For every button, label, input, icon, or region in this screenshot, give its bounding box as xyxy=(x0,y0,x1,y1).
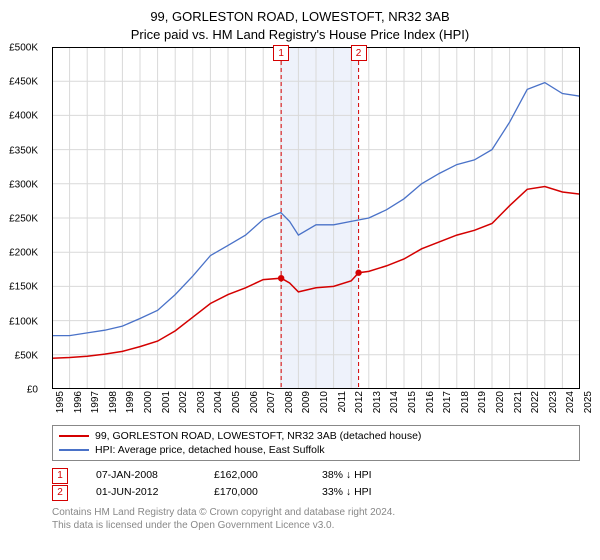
x-tick-label: 2007 xyxy=(266,391,277,413)
marker-badge-1: 1 xyxy=(52,468,68,484)
x-tick-label: 2006 xyxy=(249,391,260,413)
x-tick-label: 1997 xyxy=(90,391,101,413)
x-tick-label: 2002 xyxy=(178,391,189,413)
chart-marker-badge: 1 xyxy=(273,45,289,61)
chart-marker-badge: 2 xyxy=(351,45,367,61)
marker-row-2: 2 01-JUN-2012 £170,000 33% ↓ HPI xyxy=(52,484,580,501)
footnote-line1: Contains HM Land Registry data © Crown c… xyxy=(52,507,580,520)
footnote-line2: This data is licensed under the Open Gov… xyxy=(52,520,580,533)
x-tick-label: 2014 xyxy=(389,391,400,413)
marker-price-2: £170,000 xyxy=(214,484,294,501)
x-tick-label: 2016 xyxy=(425,391,436,413)
marker-badge-2: 2 xyxy=(52,485,68,501)
legend-swatch-hpi xyxy=(59,449,89,451)
y-tick-label: £50K xyxy=(15,350,38,361)
x-tick-label: 2024 xyxy=(565,391,576,413)
y-tick-label: £200K xyxy=(9,248,38,259)
title-block: 99, GORLESTON ROAD, LOWESTOFT, NR32 3AB … xyxy=(10,8,590,43)
marker-price-1: £162,000 xyxy=(214,467,294,484)
x-tick-label: 2020 xyxy=(495,391,506,413)
x-tick-label: 1996 xyxy=(73,391,84,413)
chart-svg xyxy=(52,47,580,389)
y-tick-label: £400K xyxy=(9,111,38,122)
legend-label-property: 99, GORLESTON ROAD, LOWESTOFT, NR32 3AB … xyxy=(95,429,421,443)
x-tick-label: 2009 xyxy=(301,391,312,413)
x-tick-label: 2008 xyxy=(284,391,295,413)
x-tick-label: 1995 xyxy=(55,391,66,413)
x-tick-label: 2013 xyxy=(372,391,383,413)
y-axis-labels: £0£50K£100K£150K£200K£250K£300K£350K£400… xyxy=(0,48,40,390)
legend-label-hpi: HPI: Average price, detached house, East… xyxy=(95,443,325,457)
title-line2: Price paid vs. HM Land Registry's House … xyxy=(10,26,590,44)
x-tick-label: 1998 xyxy=(108,391,119,413)
legend-row-hpi: HPI: Average price, detached house, East… xyxy=(59,443,573,457)
x-tick-label: 2000 xyxy=(143,391,154,413)
marker-date-2: 01-JUN-2012 xyxy=(96,484,186,501)
x-tick-label: 2011 xyxy=(337,391,348,413)
y-tick-label: £450K xyxy=(9,77,38,88)
x-tick-label: 2025 xyxy=(583,391,594,413)
y-tick-label: £250K xyxy=(9,214,38,225)
x-tick-label: 2005 xyxy=(231,391,242,413)
page-container: 99, GORLESTON ROAD, LOWESTOFT, NR32 3AB … xyxy=(0,0,600,560)
marker-date-1: 07-JAN-2008 xyxy=(96,467,186,484)
x-tick-label: 2019 xyxy=(477,391,488,413)
y-tick-label: £500K xyxy=(9,43,38,54)
x-tick-label: 2017 xyxy=(442,391,453,413)
x-tick-label: 2022 xyxy=(530,391,541,413)
markers-table: 1 07-JAN-2008 £162,000 38% ↓ HPI 2 01-JU… xyxy=(52,467,580,501)
y-tick-label: £150K xyxy=(9,282,38,293)
legend-row-property: 99, GORLESTON ROAD, LOWESTOFT, NR32 3AB … xyxy=(59,429,573,443)
x-axis-labels: 1995 1996 1997 1998 1999 2000 2001 2002 2003 2004… xyxy=(52,389,580,423)
x-tick-label: 2003 xyxy=(196,391,207,413)
title-line1: 99, GORLESTON ROAD, LOWESTOFT, NR32 3AB xyxy=(10,8,590,26)
x-tick-label: 2021 xyxy=(513,391,524,413)
y-tick-label: £100K xyxy=(9,316,38,327)
y-tick-label: £0 xyxy=(27,385,38,396)
x-tick-label: 2001 xyxy=(161,391,172,413)
x-tick-label: 2004 xyxy=(213,391,224,413)
x-tick-label: 2015 xyxy=(407,391,418,413)
legend-box: 99, GORLESTON ROAD, LOWESTOFT, NR32 3AB … xyxy=(52,425,580,461)
marker-row-1: 1 07-JAN-2008 £162,000 38% ↓ HPI xyxy=(52,467,580,484)
chart-area: 12 xyxy=(52,47,580,389)
x-tick-label: 2018 xyxy=(460,391,471,413)
x-tick-label: 2012 xyxy=(354,391,365,413)
x-tick-label: 1999 xyxy=(125,391,136,413)
legend-swatch-property xyxy=(59,435,89,437)
y-tick-label: £350K xyxy=(9,145,38,156)
x-tick-label: 2023 xyxy=(548,391,559,413)
marker-delta-2: 33% ↓ HPI xyxy=(322,484,372,501)
footnote: Contains HM Land Registry data © Crown c… xyxy=(52,507,580,532)
marker-delta-1: 38% ↓ HPI xyxy=(322,467,372,484)
x-tick-label: 2010 xyxy=(319,391,330,413)
y-tick-label: £300K xyxy=(9,179,38,190)
